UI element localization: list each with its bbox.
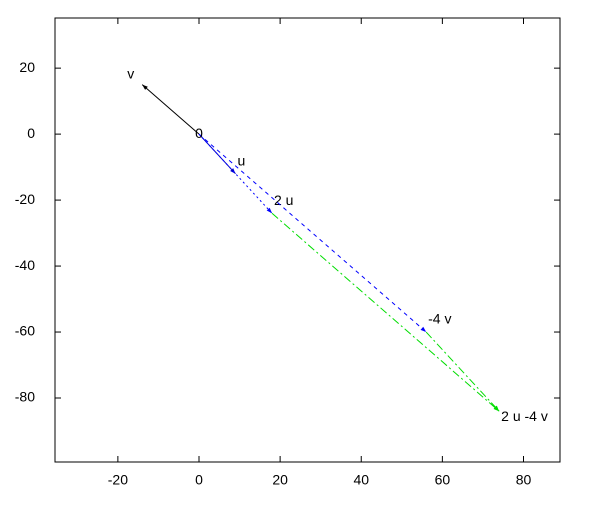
plot-frame <box>54 17 561 463</box>
y-tick-label: 0 <box>27 125 35 141</box>
vector <box>198 133 427 333</box>
x-tick-label: 20 <box>272 472 288 488</box>
arrow-head <box>420 326 427 333</box>
vector-label: u <box>238 152 246 168</box>
y-tick-label: -40 <box>15 257 35 273</box>
vector-label: 2 u -4 v <box>501 408 548 424</box>
arrow-head <box>493 405 500 412</box>
x-tick-label: 60 <box>435 472 451 488</box>
vector-label: 2 u <box>274 192 293 208</box>
vector-label: v <box>127 65 134 81</box>
y-tick-label: -20 <box>15 191 35 207</box>
y-tick-label: 20 <box>19 59 35 75</box>
vector <box>141 84 200 135</box>
origin-label: 0 <box>195 125 203 141</box>
arrow-head <box>142 84 148 90</box>
arrow-head <box>266 207 273 214</box>
vector-label: -4 v <box>428 311 451 327</box>
vector <box>425 331 500 412</box>
vector <box>271 212 500 412</box>
x-tick-label: 0 <box>195 472 203 488</box>
y-tick-label: -80 <box>15 389 35 405</box>
x-tick-label: 40 <box>353 472 369 488</box>
y-tick-label: -60 <box>15 323 35 339</box>
x-tick-label: -20 <box>108 472 128 488</box>
x-tick-label: 80 <box>516 472 532 488</box>
